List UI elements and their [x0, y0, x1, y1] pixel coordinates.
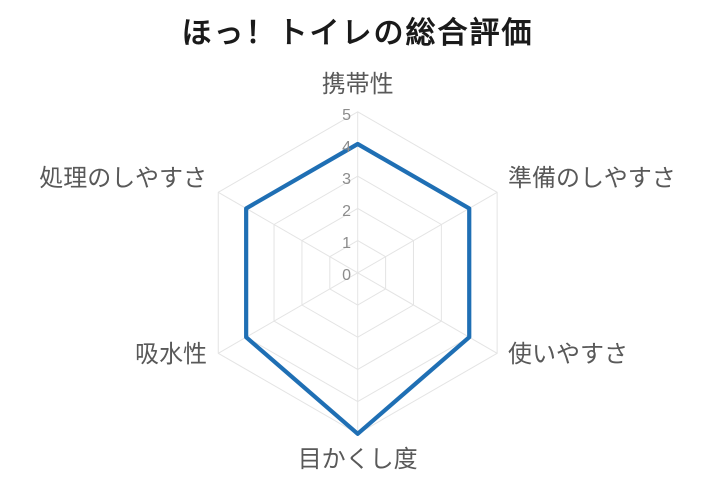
svg-text:処理のしやすさ: 処理のしやすさ	[39, 165, 207, 192]
svg-text:1: 1	[342, 235, 351, 252]
svg-text:準備のしやすさ: 準備のしやすさ	[508, 165, 676, 192]
svg-text:3: 3	[342, 171, 351, 188]
svg-text:吸水性: 吸水性	[135, 341, 207, 368]
svg-text:4: 4	[342, 139, 351, 156]
svg-text:2: 2	[342, 203, 351, 220]
svg-text:0: 0	[342, 267, 351, 284]
svg-text:使いやすさ: 使いやすさ	[508, 341, 628, 368]
svg-text:携帯性: 携帯性	[322, 71, 394, 98]
svg-text:5: 5	[342, 107, 351, 124]
svg-text:目かくし度: 目かくし度	[298, 446, 418, 473]
